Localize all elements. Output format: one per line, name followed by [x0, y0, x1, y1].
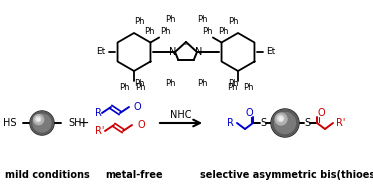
Text: Ph: Ph — [202, 27, 212, 36]
Text: Et: Et — [266, 47, 276, 57]
Text: Ph: Ph — [165, 15, 175, 25]
Circle shape — [33, 114, 51, 132]
Circle shape — [278, 115, 283, 122]
Text: Ph: Ph — [160, 27, 170, 36]
Text: R: R — [95, 108, 102, 118]
Text: Ph: Ph — [165, 80, 175, 88]
Text: O: O — [245, 108, 253, 118]
Text: Ph: Ph — [197, 15, 207, 25]
Circle shape — [275, 113, 287, 125]
Text: metal-free: metal-free — [105, 170, 163, 180]
Text: Ph: Ph — [243, 83, 253, 91]
Text: Ph: Ph — [135, 83, 145, 91]
Text: R: R — [226, 118, 233, 128]
Text: Ph: Ph — [227, 83, 237, 91]
Text: N: N — [169, 47, 177, 57]
Text: O: O — [137, 120, 145, 130]
Text: selective asymmetric bis(thioesters): selective asymmetric bis(thioesters) — [200, 170, 373, 180]
Text: Ph: Ph — [119, 83, 129, 91]
Circle shape — [271, 109, 299, 137]
Text: mild conditions: mild conditions — [5, 170, 90, 180]
Text: Ph: Ph — [197, 80, 207, 88]
Text: Et: Et — [96, 47, 106, 57]
Text: S: S — [260, 118, 266, 128]
Text: O: O — [134, 102, 142, 112]
Text: Ph: Ph — [144, 27, 154, 36]
Text: O: O — [317, 108, 325, 118]
Text: N: N — [195, 47, 203, 57]
Text: R': R' — [95, 126, 104, 136]
Text: NHC: NHC — [170, 110, 192, 120]
Circle shape — [34, 115, 44, 125]
Text: ··: ·· — [184, 42, 189, 50]
Circle shape — [272, 110, 298, 136]
Text: +: + — [77, 116, 89, 130]
Text: SH: SH — [68, 118, 81, 128]
Text: R': R' — [336, 118, 346, 128]
Text: Ph: Ph — [217, 27, 228, 36]
Text: Ph: Ph — [134, 16, 144, 26]
Text: Ph: Ph — [228, 16, 238, 26]
Circle shape — [37, 118, 40, 121]
Text: S: S — [304, 118, 310, 128]
Text: HS: HS — [3, 118, 16, 128]
Circle shape — [275, 112, 295, 133]
Circle shape — [31, 112, 53, 135]
Circle shape — [30, 111, 54, 135]
Text: Ph: Ph — [228, 78, 238, 88]
Circle shape — [35, 117, 41, 122]
Circle shape — [279, 117, 282, 120]
Text: Ph: Ph — [134, 78, 144, 88]
